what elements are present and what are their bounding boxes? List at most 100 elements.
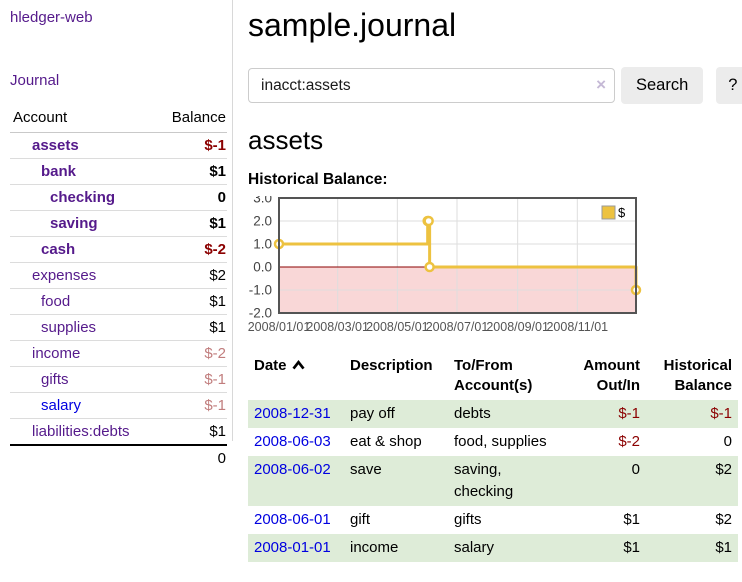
sidebar-item-income[interactable]: income bbox=[32, 345, 81, 362]
y-axis-tick-label: 3.0 bbox=[253, 196, 272, 206]
table-row: 2008-01-01 income salary $1 $1 bbox=[248, 534, 738, 562]
x-axis-tick-label: 2008/11/01 bbox=[546, 320, 608, 334]
accounts-col-header-balance: Balance bbox=[138, 105, 227, 133]
sidebar-item-bank[interactable]: bank bbox=[41, 163, 77, 180]
table-row: expenses $2 bbox=[10, 262, 227, 289]
data-point-marker bbox=[424, 261, 435, 273]
historical-balance-chart: $3.0 2.0 1.0 0.0 -1.0 -2.02008/01/012008/03/0… bbox=[248, 196, 642, 334]
x-axis-tick-label: 2008/05/01 bbox=[366, 320, 429, 334]
sidebar-item-supplies[interactable]: supplies bbox=[41, 319, 97, 336]
chart-title: Historical Balance: bbox=[248, 171, 388, 188]
legend-label: $ bbox=[618, 205, 626, 220]
page-title: sample.journal bbox=[248, 7, 457, 43]
transaction-balance: $1 bbox=[715, 539, 732, 556]
y-axis-tick-label: -1.0 bbox=[249, 283, 272, 298]
transaction-balance: $-1 bbox=[710, 405, 732, 422]
transaction-date-link[interactable]: 2008-12-31 bbox=[254, 405, 331, 422]
sidebar-item-assets[interactable]: assets bbox=[32, 137, 79, 154]
accounts-col-header-account: Account bbox=[10, 105, 138, 133]
transaction-date-link[interactable]: 2008-06-03 bbox=[254, 433, 331, 450]
transaction-description: eat & shop bbox=[350, 433, 422, 450]
sidebar-item-gifts[interactable]: gifts bbox=[41, 371, 69, 388]
y-axis-tick-label: -2.0 bbox=[249, 306, 272, 321]
transaction-date-link[interactable]: 2008-06-02 bbox=[254, 461, 331, 478]
table-row: 2008-06-03 eat & shop food, supplies $-2… bbox=[248, 428, 738, 456]
account-balance: $-1 bbox=[138, 366, 227, 393]
data-point-marker bbox=[423, 215, 434, 227]
sort-ascending-icon bbox=[291, 360, 305, 370]
y-axis-tick-label: 1.0 bbox=[253, 237, 272, 252]
search-input[interactable] bbox=[248, 68, 615, 103]
account-balance: $1 bbox=[138, 314, 227, 341]
register-col-header-balance: Historical Balance bbox=[663, 357, 732, 394]
help-button[interactable]: ? bbox=[716, 67, 742, 104]
table-row: 2008-12-31 pay off debts $-1 $-1 bbox=[248, 400, 738, 428]
clear-search-icon[interactable]: × bbox=[596, 75, 606, 94]
sidebar-item-checking[interactable]: checking bbox=[50, 189, 116, 206]
account-balance: $-1 bbox=[138, 392, 227, 419]
register-col-header-description: Description bbox=[350, 357, 433, 374]
transaction-description: gift bbox=[350, 511, 371, 528]
transaction-accounts: food, supplies bbox=[454, 433, 547, 450]
transaction-balance: $2 bbox=[715, 511, 732, 528]
table-row: assets $-1 bbox=[10, 133, 227, 159]
accounts-table: Account Balance assets $-1 bank $1 checkin… bbox=[10, 105, 227, 471]
search-form: × Search ? bbox=[248, 67, 742, 104]
table-row: income $-2 bbox=[10, 340, 227, 367]
transaction-balance: $2 bbox=[715, 461, 732, 478]
transaction-accounts: debts bbox=[454, 405, 491, 422]
account-balance: $-2 bbox=[138, 236, 227, 263]
register-col-header-accounts: To/From Account(s) bbox=[454, 357, 533, 394]
account-balance: $-2 bbox=[138, 340, 227, 367]
register-col-header-date[interactable]: Date bbox=[248, 352, 344, 400]
accounts-total-value: 0 bbox=[138, 444, 227, 471]
table-row: bank $1 bbox=[10, 158, 227, 185]
y-axis-tick-label: 2.0 bbox=[253, 214, 272, 229]
account-balance: $1 bbox=[138, 158, 227, 185]
sidebar-item-liabilities-debts[interactable]: liabilities:debts bbox=[32, 423, 130, 440]
sidebar-item-salary[interactable]: salary bbox=[41, 397, 82, 414]
accounts-total-row: 0 bbox=[10, 444, 227, 471]
main-content: sample.journal × Search ? assets Histori… bbox=[233, 0, 742, 562]
sidebar-item-expenses[interactable]: expenses bbox=[32, 267, 97, 284]
account-balance: $1 bbox=[138, 288, 227, 315]
transaction-accounts: saving, checking bbox=[454, 461, 514, 500]
transaction-date-link[interactable]: 2008-06-01 bbox=[254, 511, 331, 528]
x-axis-tick-label: 2008/03/01 bbox=[306, 320, 369, 334]
plot-border bbox=[278, 197, 637, 314]
table-row: liabilities:debts $1 bbox=[10, 418, 227, 445]
transaction-balance: 0 bbox=[723, 433, 732, 450]
table-row: supplies $1 bbox=[10, 314, 227, 341]
account-heading: assets bbox=[248, 125, 324, 155]
table-row: food $1 bbox=[10, 288, 227, 315]
account-balance: $-1 bbox=[204, 137, 226, 154]
account-balance: $1 bbox=[138, 210, 227, 237]
transaction-amount: $-1 bbox=[618, 405, 640, 422]
account-balance: $2 bbox=[138, 262, 227, 289]
account-balance: $1 bbox=[138, 418, 227, 445]
x-axis-tick-label: 2008/07/01 bbox=[426, 320, 489, 334]
legend-swatch bbox=[601, 205, 616, 220]
table-row: cash $-2 bbox=[10, 236, 227, 263]
transaction-accounts: gifts bbox=[454, 511, 482, 528]
search-button[interactable]: Search bbox=[621, 67, 704, 104]
sidebar-item-saving[interactable]: saving bbox=[50, 215, 98, 232]
x-axis-tick-label: 2008/01/01 bbox=[248, 320, 311, 334]
transaction-amount: 0 bbox=[631, 461, 640, 478]
transaction-amount: $1 bbox=[623, 511, 640, 528]
table-row: salary $-1 bbox=[10, 392, 227, 419]
transaction-date-link[interactable]: 2008-01-01 bbox=[254, 539, 331, 556]
sidebar-item-food[interactable]: food bbox=[41, 293, 71, 310]
table-row: saving $1 bbox=[10, 210, 227, 237]
register-table: Date Description To/From Account(s) Amou… bbox=[248, 352, 738, 562]
table-row: 2008-06-01 gift gifts $1 $2 bbox=[248, 506, 738, 534]
transaction-description: pay off bbox=[350, 405, 395, 422]
brand-link[interactable]: hledger-web bbox=[10, 9, 93, 26]
table-row: 2008-06-02 save saving, checking 0 $2 bbox=[248, 456, 738, 506]
register-col-header-amount: Amount Out/In bbox=[583, 357, 640, 394]
sidebar-item-journal[interactable]: Journal bbox=[10, 72, 60, 89]
sidebar-item-cash[interactable]: cash bbox=[41, 241, 76, 258]
x-axis-tick-label: 2008/09/01 bbox=[486, 320, 549, 334]
transaction-description: income bbox=[350, 539, 399, 556]
y-axis-tick-label: 0.0 bbox=[253, 260, 272, 275]
